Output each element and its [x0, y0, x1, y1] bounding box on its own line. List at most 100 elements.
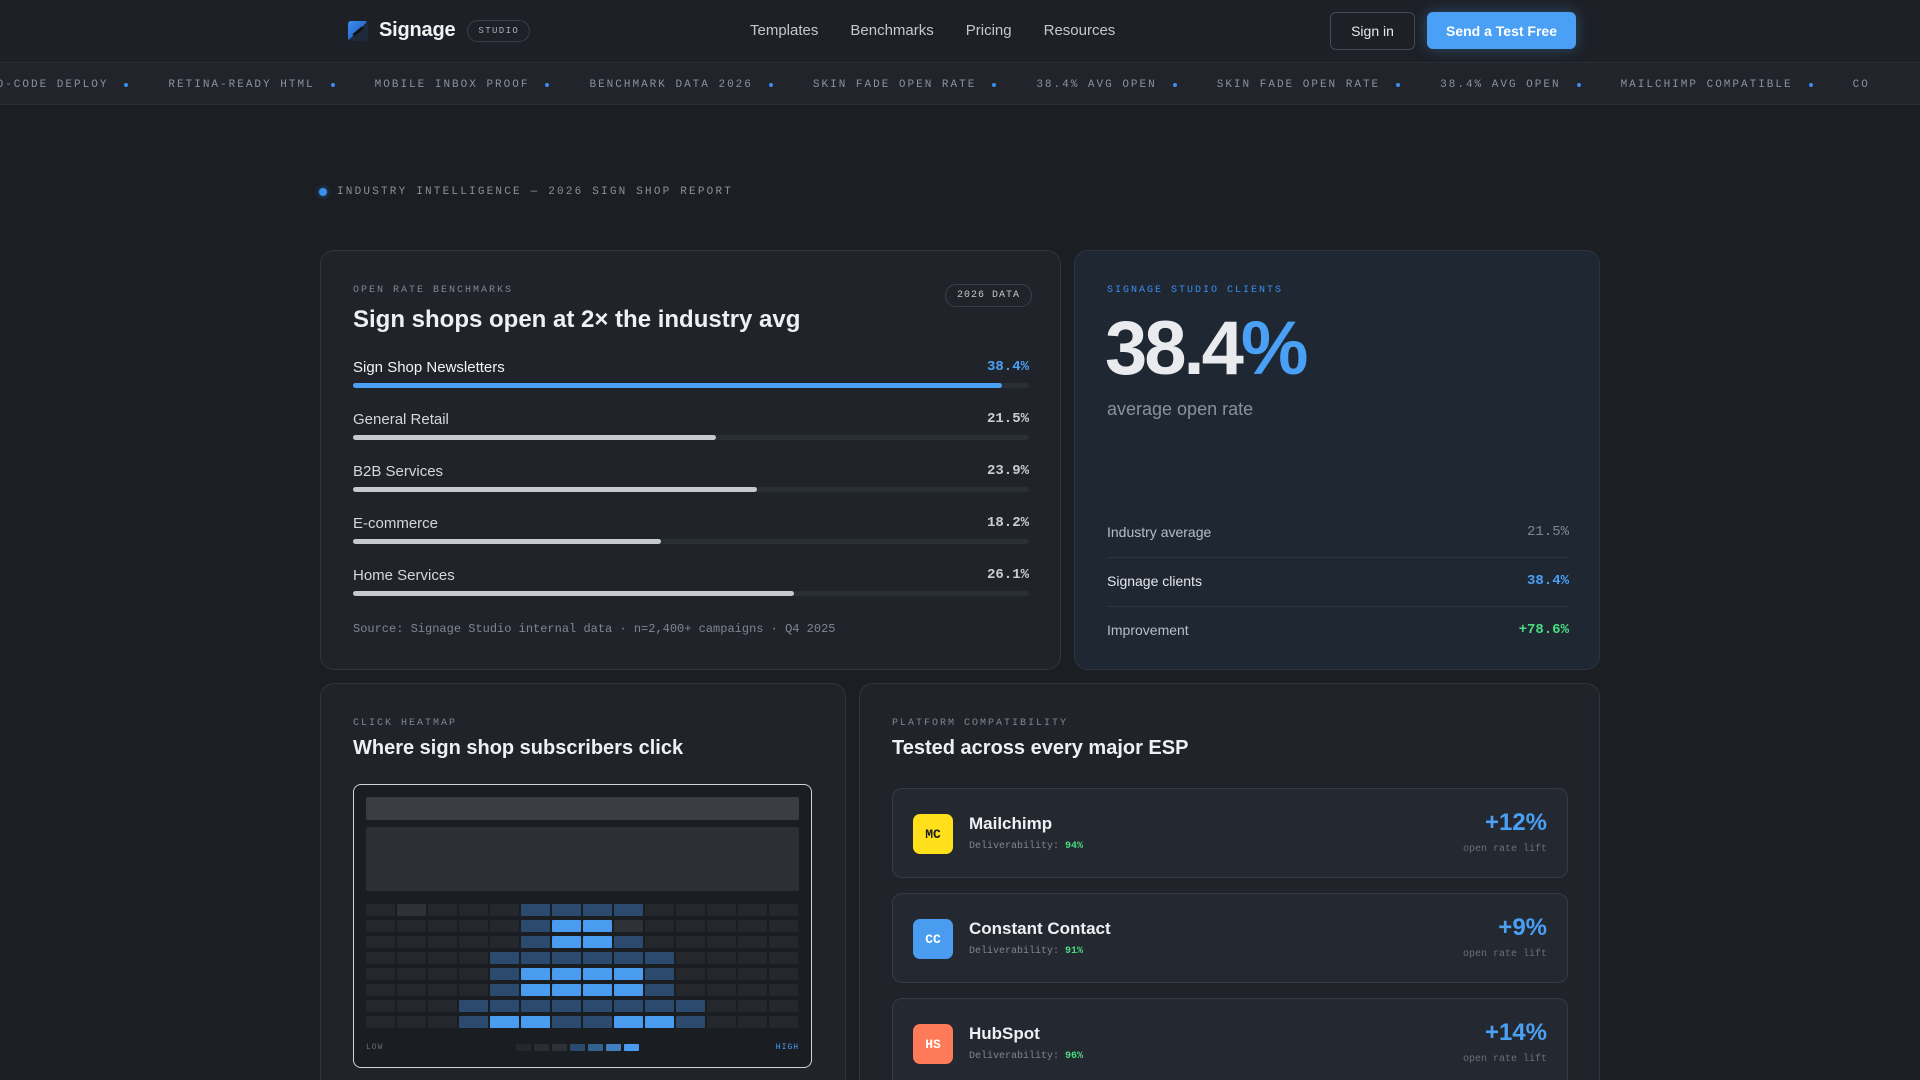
benchmark-label: E-commerce: [353, 515, 439, 532]
esp-row-mailchimp[interactable]: MC Mailchimp Deliverability: 94% +12% op…: [892, 788, 1568, 878]
heatmap-cell: [459, 936, 488, 948]
ticker-dot-icon: [1172, 82, 1177, 87]
logo-icon: [348, 20, 368, 41]
heatmap-cell: [428, 952, 457, 964]
heatmap-grid: [366, 904, 799, 1032]
benchmark-label: General Retail: [353, 411, 449, 428]
heatmap-cell: [490, 1000, 519, 1012]
heatmap-cell: [459, 904, 488, 916]
heatmap-cell: [707, 920, 736, 932]
heatmap-cell: [676, 936, 705, 948]
heatmap-cell: [428, 968, 457, 980]
esp-row-constant-contact[interactable]: CC Constant Contact Deliverability: 91% …: [892, 893, 1568, 983]
heatmap-cell: [552, 920, 581, 932]
email-header-block: [366, 797, 799, 820]
esp-deliverability: Deliverability: 94%: [969, 841, 1084, 852]
benchmark-row: Sign Shop Newsletters 38.4%: [353, 359, 1029, 411]
heatmap-cell: [614, 936, 643, 948]
heatmap-cell: [583, 968, 612, 980]
heatmap-cell: [707, 936, 736, 948]
heatmap-cell: [645, 920, 674, 932]
feature-ticker: NO-CODE DEPLOY RETINA-READY HTML MOBILE IN…: [0, 62, 1920, 105]
benchmark-bar-track: [353, 539, 1029, 544]
eyebrow-dot-icon: [319, 188, 327, 196]
constant-contact-logo-icon: CC: [913, 919, 953, 959]
sign-in-button[interactable]: Sign in: [1330, 12, 1415, 50]
nav-link-pricing[interactable]: Pricing: [965, 22, 1012, 39]
heatmap-cell: [676, 952, 705, 964]
heatmap-cell: [707, 952, 736, 964]
nav-link-resources[interactable]: Resources: [1043, 22, 1116, 39]
heatmap-cell: [552, 936, 581, 948]
nav-link-templates[interactable]: Templates: [750, 22, 819, 39]
stat-row-industry-average: Industry average 21.5%: [1107, 509, 1569, 558]
heatmap-cell: [738, 904, 767, 916]
heatmap-cell: [490, 920, 519, 932]
heatmap-cell: [676, 968, 705, 980]
ticker-dot-icon: [1396, 82, 1401, 87]
heatmap-cell: [707, 984, 736, 996]
heatmap-cell: [614, 968, 643, 980]
heatmap-cell: [769, 1016, 798, 1028]
benchmark-row: B2B Services 23.9%: [353, 463, 1029, 515]
heatmap-cell: [428, 1000, 457, 1012]
ticker-item: RETINA-READY HTML: [168, 79, 374, 91]
ticker-item: BENCHMARK DATA 2026: [589, 79, 812, 91]
heatmap-cell: [521, 936, 550, 948]
heatmap-cell: [459, 952, 488, 964]
ticker-track: NO-CODE DEPLOY RETINA-READY HTML MOBILE IN…: [0, 63, 1870, 104]
ticker-item: 38.4% AVG OPEN: [1036, 79, 1216, 91]
heatmap-cell: [366, 968, 395, 980]
heatmap-cell: [738, 936, 767, 948]
heatmap-cell: [459, 984, 488, 996]
ticker-dot-icon: [768, 82, 773, 87]
heatmap-cell: [366, 920, 395, 932]
heatmap-cell: [583, 984, 612, 996]
benchmark-value: 18.2%: [986, 515, 1029, 531]
heatmap-cell: [738, 984, 767, 996]
benchmark-value: 26.1%: [986, 567, 1029, 583]
heatmap-cell: [459, 1000, 488, 1012]
card-title: Where sign shop subscribers click: [353, 737, 684, 759]
benchmark-bars: Sign Shop Newsletters 38.4% General Retail…: [353, 359, 1029, 619]
esp-lift-label: open rate lift: [1462, 1054, 1547, 1065]
heatmap-cell: [645, 968, 674, 980]
heatmap-cell: [552, 984, 581, 996]
heatmap-cell: [614, 1000, 643, 1012]
heatmap-cell: [769, 1000, 798, 1012]
benchmark-value: 23.9%: [986, 463, 1029, 479]
ticker-dot-icon: [545, 82, 550, 87]
heatmap-cell: [397, 904, 426, 916]
ticker-dot-icon: [124, 82, 129, 87]
heatmap-cell: [614, 904, 643, 916]
esp-lift-value: +12%: [1484, 809, 1547, 836]
brand-name: Signage: [379, 19, 456, 41]
esp-row-hubspot[interactable]: HS HubSpot Deliverability: 96% +14% open…: [892, 998, 1568, 1080]
heatmap-cell: [614, 1016, 643, 1028]
heatmap-cell: [645, 904, 674, 916]
heatmap-cell: [490, 952, 519, 964]
heatmap-cell: [707, 904, 736, 916]
send-test-button[interactable]: Send a Test Free: [1427, 12, 1576, 49]
card-label: PLATFORM COMPATIBILITY: [892, 718, 1069, 729]
benchmark-row: General Retail 21.5%: [353, 411, 1029, 463]
heatmap-cell: [490, 936, 519, 948]
benchmark-bar-fill: [353, 435, 717, 440]
heatmap-cell: [521, 968, 550, 980]
ticker-item: NO-CODE DEPLOY: [0, 79, 168, 91]
heatmap-cell: [366, 1016, 395, 1028]
benchmark-bar-fill: [353, 487, 757, 492]
heatmap-cell: [552, 1000, 581, 1012]
heatmap-cell: [583, 952, 612, 964]
heatmap-cell: [459, 968, 488, 980]
benchmark-label: Sign Shop Newsletters: [353, 359, 505, 376]
heatmap-cell: [707, 968, 736, 980]
nav-links: Templates Benchmarks Pricing Resources: [750, 22, 1147, 39]
heatmap-cell: [397, 1000, 426, 1012]
heatmap-legend-scale: [516, 1044, 639, 1051]
brand-logo[interactable]: Signage STUDIO: [348, 19, 531, 42]
comparison-stats: Industry average 21.5% Signage clients 3…: [1107, 509, 1569, 656]
heatmap-cell: [676, 1016, 705, 1028]
benchmark-bar-fill: [353, 383, 1002, 388]
nav-link-benchmarks[interactable]: Benchmarks: [850, 22, 934, 39]
